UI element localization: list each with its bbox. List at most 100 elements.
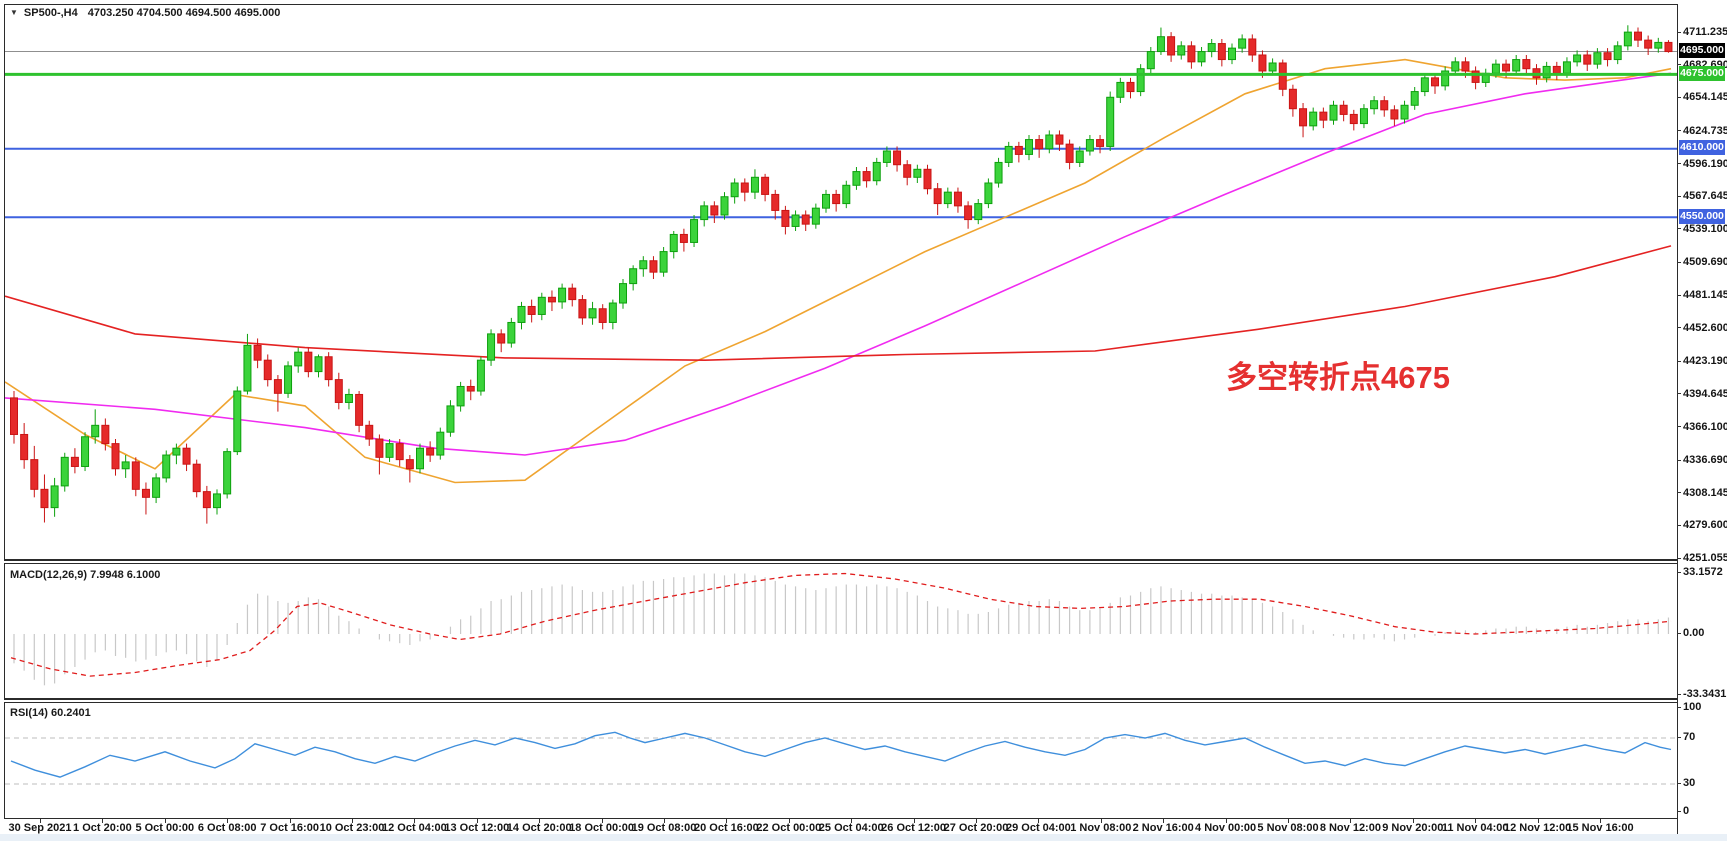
candle-body xyxy=(40,488,49,509)
candle-body xyxy=(395,443,404,461)
time-axis-tick xyxy=(913,819,915,823)
price-axis-label: 4251.055 xyxy=(1683,552,1727,564)
candle-body xyxy=(1349,113,1358,125)
main-chart-panel[interactable] xyxy=(4,4,1678,561)
price-axis-label: 4539.100 xyxy=(1683,222,1727,235)
candle-body xyxy=(1644,39,1653,49)
candle-body xyxy=(568,287,577,301)
rsi-axis-label: 70 xyxy=(1683,731,1696,743)
candle-body xyxy=(710,205,719,216)
candle-body xyxy=(913,168,922,178)
time-axis-tick xyxy=(102,819,104,823)
candle-body xyxy=(1512,59,1521,72)
candle-body xyxy=(10,397,18,435)
candle-body xyxy=(355,393,364,426)
candle-body xyxy=(81,436,90,467)
time-axis-tick xyxy=(227,819,229,823)
candle-body xyxy=(679,233,688,243)
time-axis-label: 6 Oct 08:00 xyxy=(197,822,257,834)
candle-body xyxy=(1552,65,1561,74)
candle-body xyxy=(192,463,201,493)
candle-body xyxy=(1329,104,1338,121)
candle-body xyxy=(314,356,323,373)
candle-body xyxy=(507,321,516,344)
candle-body xyxy=(649,260,658,273)
time-axis-label: 5 Nov 08:00 xyxy=(1257,822,1319,834)
candle-body xyxy=(1400,104,1409,120)
price-level-badge: 4695.000 xyxy=(1679,43,1725,59)
candle-body xyxy=(578,299,587,319)
candle-body xyxy=(1055,134,1064,145)
candle-body xyxy=(558,287,567,303)
ohlc-readout: 4703.250 4704.500 4694.500 4695.000 xyxy=(87,7,281,19)
time-axis-label: 20 Oct 16:00 xyxy=(693,822,759,834)
macd-axis-label: -33.3431 xyxy=(1683,688,1727,700)
time-axis-tick xyxy=(1537,819,1539,823)
candle-body xyxy=(984,182,993,205)
candle-body xyxy=(1136,68,1145,93)
candle-body xyxy=(1187,45,1196,63)
time-axis-tick xyxy=(1163,819,1165,823)
time-axis-label: 30 Sep 2021 xyxy=(8,822,72,834)
candle-body xyxy=(1085,139,1094,152)
candle-body xyxy=(1359,108,1368,125)
candle-body xyxy=(1664,41,1673,53)
candle-body xyxy=(1177,45,1186,56)
time-axis-tick xyxy=(1412,819,1414,823)
rsi-canvas[interactable] xyxy=(5,703,1678,818)
time-axis-tick xyxy=(352,819,353,823)
time-axis-tick xyxy=(1288,819,1289,823)
candle-body xyxy=(1197,51,1206,63)
time-axis-tick xyxy=(976,819,977,823)
macd-canvas[interactable] xyxy=(5,564,1678,699)
candle-body xyxy=(1238,38,1247,49)
time-axis-tick xyxy=(1350,819,1352,823)
candle-body xyxy=(334,379,343,403)
macd-panel[interactable] xyxy=(4,563,1678,700)
candle-body xyxy=(1065,143,1074,163)
symbol-dropdown-icon[interactable]: ▼ xyxy=(10,8,18,17)
candle-body xyxy=(1309,111,1318,127)
time-axis-label: 12 Nov 12:00 xyxy=(1503,822,1572,834)
price-axis-label: 4279.600 xyxy=(1683,519,1727,532)
candle-body xyxy=(852,171,861,186)
annotation-text: 多空转折点4675 xyxy=(1226,360,1450,395)
candle-body xyxy=(253,344,262,361)
bottom-scroll-strip[interactable] xyxy=(0,834,1727,841)
candle-body xyxy=(882,150,891,163)
candle-body xyxy=(1410,91,1419,106)
candle-body xyxy=(1623,31,1632,47)
rsi-axis-label: 30 xyxy=(1683,777,1696,789)
candle-body xyxy=(994,161,1003,184)
candle-body xyxy=(304,351,313,373)
main-chart-canvas[interactable] xyxy=(5,5,1678,559)
candle-body xyxy=(1096,139,1105,147)
candle-body xyxy=(1573,54,1582,63)
candle-body xyxy=(243,344,252,392)
candle-body xyxy=(1045,134,1054,150)
candle-body xyxy=(1258,54,1267,72)
candle-body xyxy=(273,379,282,394)
candle-body xyxy=(1146,51,1155,70)
candle-body xyxy=(1248,38,1257,56)
candle-body xyxy=(101,424,110,445)
candle-body xyxy=(1014,145,1023,155)
candle-body xyxy=(405,459,414,470)
candle-body xyxy=(1116,81,1125,98)
candle-body xyxy=(1228,47,1236,61)
candle-body xyxy=(761,176,770,195)
candle-body xyxy=(91,424,100,438)
candle-body xyxy=(162,454,171,479)
time-axis-label: 25 Oct 04:00 xyxy=(818,822,884,834)
time-axis-tick xyxy=(476,819,478,823)
time-axis-tick xyxy=(1100,819,1102,823)
rsi-panel[interactable] xyxy=(4,702,1678,819)
candle-body xyxy=(1380,100,1389,111)
time-axis-tick xyxy=(289,819,291,823)
candle-body xyxy=(1654,41,1663,49)
time-axis-tick xyxy=(1225,819,1227,823)
candle-body xyxy=(537,296,546,315)
candle-body xyxy=(365,424,374,440)
candle-body xyxy=(70,456,79,467)
